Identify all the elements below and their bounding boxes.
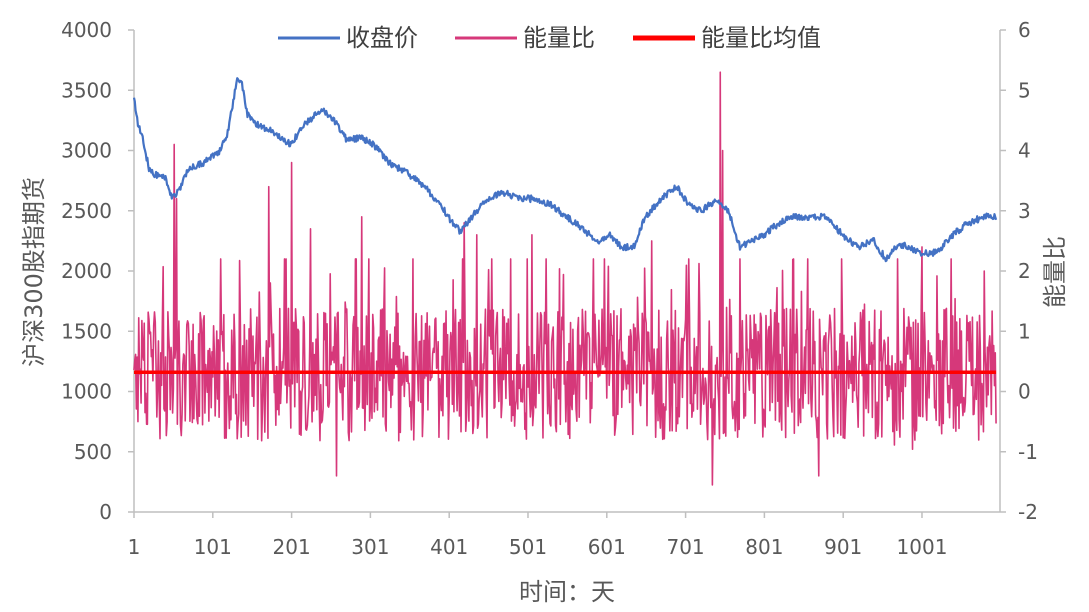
y-right-tick-label: -2 bbox=[1018, 500, 1038, 524]
y-axis-right-title: 能量比 bbox=[1041, 236, 1069, 308]
y-right-tick-label: 0 bbox=[1018, 380, 1031, 404]
legend-label-energy-ratio: 能量比 bbox=[523, 24, 595, 52]
y-right-tick-label: 2 bbox=[1018, 259, 1031, 283]
x-tick-label: 601 bbox=[588, 535, 626, 559]
y-left-tick-label: 2000 bbox=[61, 259, 112, 283]
legend: 收盘价 能量比 能量比均值 bbox=[278, 24, 821, 52]
series-layer bbox=[132, 71, 998, 486]
y-right-tick-label: -1 bbox=[1018, 440, 1038, 464]
x-tick-label: 801 bbox=[745, 535, 783, 559]
series-line-close-price bbox=[132, 77, 998, 263]
y-left-tick-label: 3000 bbox=[61, 139, 112, 163]
y-right-tick-label: 6 bbox=[1018, 18, 1031, 42]
y-right-tick-label: 5 bbox=[1018, 78, 1031, 102]
y-left-tick-label: 1500 bbox=[61, 319, 112, 343]
legend-label-energy-mean: 能量比均值 bbox=[701, 24, 821, 52]
x-tick-label: 1 bbox=[128, 535, 141, 559]
y-right-tick-label: 1 bbox=[1018, 319, 1031, 343]
x-tick-label: 901 bbox=[824, 535, 862, 559]
x-tick-label: 701 bbox=[666, 535, 704, 559]
y-left-tick-label: 3500 bbox=[61, 78, 112, 102]
y-left-tick-label: 500 bbox=[74, 440, 112, 464]
y-right-tick-label: 4 bbox=[1018, 139, 1031, 163]
x-tick-label: 201 bbox=[273, 535, 311, 559]
y-right-tick-label: 3 bbox=[1018, 199, 1031, 223]
series-line-energy-ratio bbox=[133, 71, 997, 486]
x-tick-label: 1001 bbox=[897, 535, 948, 559]
tick-labels: 05001000150020002500300035004000-2-10123… bbox=[61, 18, 1038, 559]
x-tick-label: 501 bbox=[509, 535, 547, 559]
y-left-tick-label: 1000 bbox=[61, 380, 112, 404]
x-tick-label: 401 bbox=[430, 535, 468, 559]
x-tick-label: 301 bbox=[351, 535, 389, 559]
legend-label-close: 收盘价 bbox=[346, 24, 418, 52]
y-left-tick-label: 4000 bbox=[61, 18, 112, 42]
y-left-tick-label: 2500 bbox=[61, 199, 112, 223]
x-axis-title: 时间：天 bbox=[519, 578, 615, 606]
y-left-tick-label: 0 bbox=[99, 500, 112, 524]
x-tick-label: 101 bbox=[194, 535, 232, 559]
y-axis-left-title: 沪深300股指期货 bbox=[20, 177, 48, 367]
axes bbox=[128, 29, 1006, 518]
